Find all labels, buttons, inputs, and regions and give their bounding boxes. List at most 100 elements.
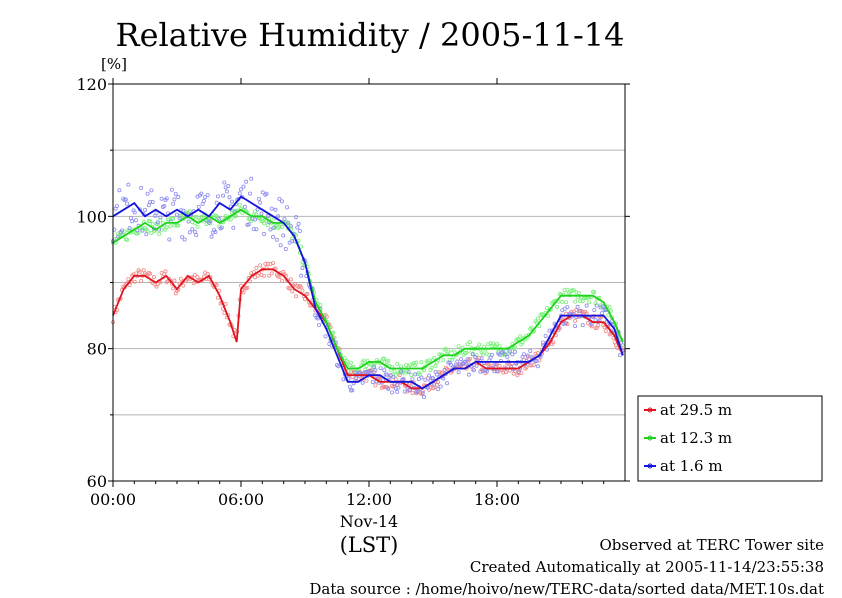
data-point-at-29-5-m xyxy=(269,271,274,276)
data-point-at-1-6-m xyxy=(474,363,479,368)
data-point-at-29-5-m xyxy=(265,261,270,266)
data-point-at-12-3-m xyxy=(573,299,578,304)
data-point-at-1-6-m xyxy=(162,204,167,209)
x-axis: 00:00 06:00 12:00 18:00 xyxy=(90,78,605,509)
data-point-at-1-6-m xyxy=(535,364,540,369)
x-tick-label: 12:00 xyxy=(346,490,392,509)
series-line-at-1-6-m xyxy=(112,195,624,390)
data-point-at-1-6-m xyxy=(140,228,145,233)
data-point-at-12-3-m xyxy=(571,288,576,293)
data-point-at-12-3-m xyxy=(414,360,419,365)
data-point-at-1-6-m xyxy=(224,189,229,194)
data-point-at-1-6-m xyxy=(386,386,391,391)
data-point-at-29-5-m xyxy=(537,358,542,363)
data-point-at-12-3-m xyxy=(512,345,517,350)
data-point-at-29-5-m xyxy=(573,318,578,323)
data-point-at-29-5-m xyxy=(192,273,197,278)
data-point-at-1-6-m xyxy=(347,384,352,389)
data-point-at-1-6-m xyxy=(262,232,267,237)
data-point-at-1-6-m xyxy=(128,216,133,221)
data-point-at-1-6-m xyxy=(173,191,178,196)
data-point-at-12-3-m xyxy=(574,290,579,295)
legend-swatch-dot xyxy=(647,463,653,469)
data-point-at-12-3-m xyxy=(535,316,540,321)
data-point-at-1-6-m xyxy=(273,207,278,212)
data-point-at-1-6-m xyxy=(230,199,235,204)
data-point-at-12-3-m xyxy=(237,202,242,207)
data-point-at-29-5-m xyxy=(532,363,537,368)
data-point-at-12-3-m xyxy=(125,237,130,242)
data-point-at-1-6-m xyxy=(297,228,302,233)
data-point-at-1-6-m xyxy=(251,227,256,232)
data-point-at-1-6-m xyxy=(464,361,469,366)
data-point-at-1-6-m xyxy=(268,227,273,232)
data-point-at-12-3-m xyxy=(562,288,567,293)
data-point-at-1-6-m xyxy=(146,203,151,208)
scatter-points xyxy=(111,176,625,400)
data-point-at-1-6-m xyxy=(396,385,401,390)
data-point-at-1-6-m xyxy=(505,354,510,359)
data-point-at-12-3-m xyxy=(537,324,542,329)
data-point-at-1-6-m xyxy=(242,204,247,209)
data-point-at-1-6-m xyxy=(502,352,507,357)
legend-label: at 12.3 m xyxy=(660,429,732,447)
data-point-at-29-5-m xyxy=(529,363,534,368)
data-point-at-1-6-m xyxy=(341,377,346,382)
data-point-at-29-5-m xyxy=(349,369,354,374)
y-axis-unit: [%] xyxy=(101,55,127,73)
data-point-at-12-3-m xyxy=(520,340,525,345)
data-point-at-1-6-m xyxy=(182,237,187,242)
data-point-at-12-3-m xyxy=(456,344,461,349)
data-point-at-1-6-m xyxy=(116,234,121,239)
data-point-at-12-3-m xyxy=(158,218,163,223)
data-point-at-1-6-m xyxy=(231,225,236,230)
data-point-at-12-3-m xyxy=(233,214,238,219)
data-point-at-1-6-m xyxy=(442,367,447,372)
data-point-at-1-6-m xyxy=(473,355,478,360)
data-point-at-1-6-m xyxy=(296,221,301,226)
data-point-at-12-3-m xyxy=(433,363,438,368)
data-point-at-1-6-m xyxy=(459,357,464,362)
data-point-at-1-6-m xyxy=(181,208,186,213)
data-point-at-1-6-m xyxy=(123,197,128,202)
data-point-at-12-3-m xyxy=(166,217,171,222)
footer-source: Data source : /home/hoivo/new/TERC-data/… xyxy=(309,580,824,598)
data-point-at-12-3-m xyxy=(427,358,432,363)
data-point-at-12-3-m xyxy=(560,299,565,304)
data-point-at-1-6-m xyxy=(480,369,485,374)
data-point-at-29-5-m xyxy=(287,286,292,291)
data-point-at-1-6-m xyxy=(364,369,369,374)
data-point-at-1-6-m xyxy=(398,369,403,374)
data-point-at-1-6-m xyxy=(226,184,231,189)
data-point-at-1-6-m xyxy=(177,216,182,221)
data-point-at-12-3-m xyxy=(402,371,407,376)
data-point-at-1-6-m xyxy=(269,206,274,211)
data-point-at-1-6-m xyxy=(478,369,483,374)
data-point-at-1-6-m xyxy=(199,191,204,196)
data-point-at-1-6-m xyxy=(384,372,389,377)
data-point-at-1-6-m xyxy=(279,199,284,204)
data-point-at-1-6-m xyxy=(434,372,439,377)
data-point-at-1-6-m xyxy=(401,376,406,381)
data-point-at-1-6-m xyxy=(244,179,249,184)
data-point-at-1-6-m xyxy=(448,362,453,367)
data-point-at-1-6-m xyxy=(561,321,566,326)
data-point-at-29-5-m xyxy=(285,278,290,283)
data-point-at-1-6-m xyxy=(217,216,222,221)
data-point-at-29-5-m xyxy=(270,261,275,266)
data-point-at-1-6-m xyxy=(265,214,270,219)
data-point-at-1-6-m xyxy=(286,220,291,225)
data-point-at-29-5-m xyxy=(148,271,153,276)
data-point-at-12-3-m xyxy=(286,226,291,231)
data-point-at-1-6-m xyxy=(494,369,499,374)
data-point-at-12-3-m xyxy=(494,342,499,347)
data-point-at-12-3-m xyxy=(382,356,387,361)
data-point-at-29-5-m xyxy=(410,390,415,395)
data-point-at-29-5-m xyxy=(178,276,183,281)
data-point-at-1-6-m xyxy=(203,195,208,200)
x-axis-title: (LST) xyxy=(340,533,399,557)
data-point-at-1-6-m xyxy=(272,225,277,230)
data-point-at-29-5-m xyxy=(258,263,263,268)
data-point-at-12-3-m xyxy=(318,303,323,308)
y-tick-label: 60 xyxy=(87,472,107,491)
